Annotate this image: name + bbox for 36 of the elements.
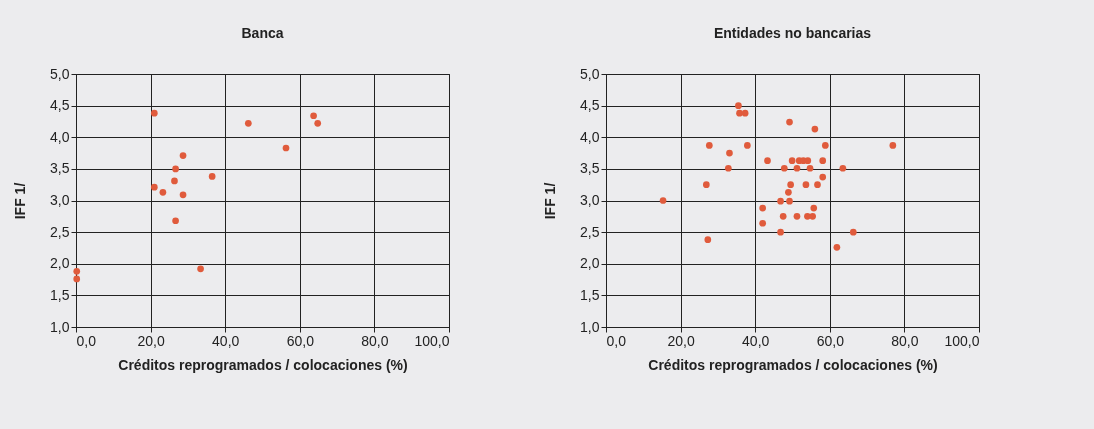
x-axis-title: Créditos reprogramados / colocaciones (%) (648, 356, 938, 373)
y-tick-label: 2,5 (50, 223, 70, 240)
x-tick-label: 80,0 (891, 332, 919, 349)
y-tick-label: 4,5 (50, 97, 70, 114)
y-tick-label: 3,0 (50, 192, 70, 208)
y-tick-label: 1,0 (50, 318, 70, 335)
y-tick-label: 5,0 (580, 65, 600, 82)
x-tick-label: 0,0 (606, 332, 627, 349)
y-tick-label: 2,0 (580, 255, 600, 272)
x-tick-label: 20,0 (667, 332, 695, 349)
y-tick-label: 4,0 (50, 128, 70, 145)
x-axis-title: Créditos reprogramados / colocaciones (%) (118, 356, 408, 373)
x-tick-label: 100,0 (414, 332, 450, 349)
chart-title: Banca (241, 25, 284, 41)
y-tick-label: 4,0 (580, 128, 600, 145)
y-tick-label: 2,5 (580, 223, 600, 240)
y-axis-title: IFF 1/ (12, 182, 29, 220)
x-tick-label: 20,0 (137, 332, 165, 349)
y-axis-title: IFF 1/ (542, 182, 559, 220)
y-tick-label: 1,5 (580, 286, 600, 303)
chart-title: Entidades no bancarias (713, 25, 872, 41)
y-tick-label: 1,5 (50, 286, 70, 303)
x-tick-label: 0,0 (76, 332, 97, 349)
x-tick-label: 60,0 (286, 332, 315, 349)
x-tick-label: 60,0 (816, 332, 845, 349)
y-tick-label: 3,5 (50, 160, 70, 177)
x-tick-label: 80,0 (361, 332, 389, 349)
y-tick-label: 4,5 (580, 97, 600, 114)
x-tick-label: 100,0 (944, 332, 980, 349)
x-tick-label: 40,0 (742, 332, 770, 349)
y-tick-label: 1,0 (580, 318, 600, 335)
y-tick-label: 2,0 (50, 255, 70, 272)
y-tick-label: 3,0 (580, 192, 600, 208)
x-tick-label: 40,0 (212, 332, 240, 349)
y-tick-label: 5,0 (50, 65, 70, 82)
y-tick-label: 3,5 (580, 160, 600, 177)
